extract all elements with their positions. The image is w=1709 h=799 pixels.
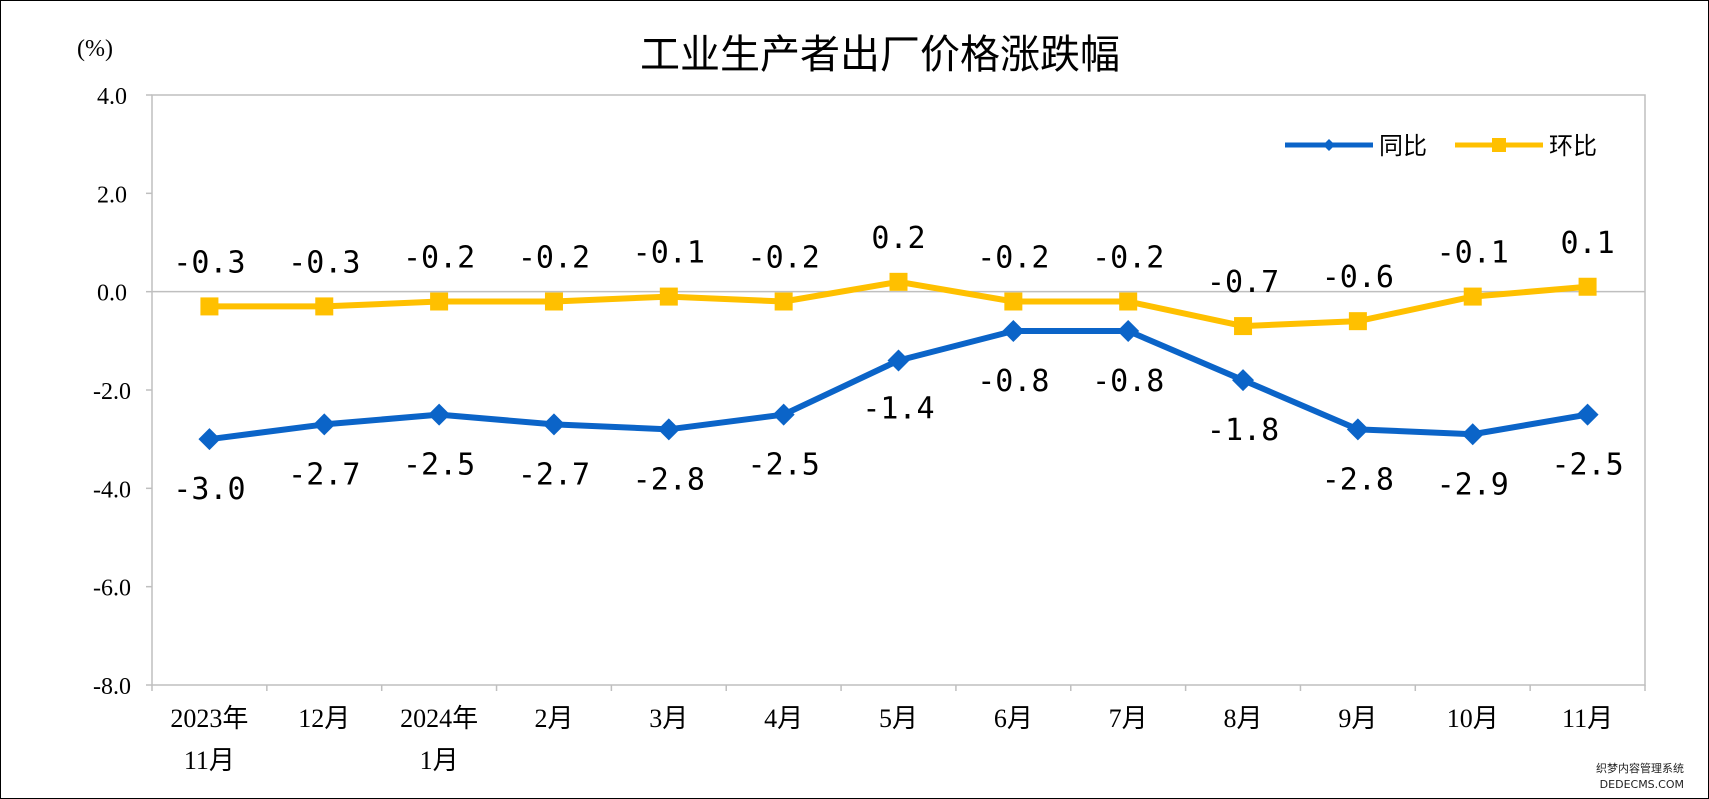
data-point-mom	[659, 287, 678, 306]
data-point-mom	[200, 297, 219, 316]
watermark: 织梦内容管理系统 DEDECMS.COM	[1596, 761, 1684, 791]
data-label-yoy: -1.8	[1207, 413, 1279, 448]
chart-title: 工业生产者出厂价格涨跌幅	[640, 32, 1120, 78]
x-tick-label: 10月	[1447, 704, 1499, 733]
y-unit-label: (%)	[77, 36, 113, 62]
x-tick-label-line: 2月	[534, 704, 573, 733]
x-tick-label: 6月	[994, 704, 1033, 733]
legend-label-mom: 环比	[1549, 132, 1597, 160]
x-tick-label-line: 5月	[879, 704, 918, 733]
x-tick-label-line: 6月	[994, 704, 1033, 733]
data-point-yoy	[1461, 423, 1484, 446]
data-point-mom	[430, 292, 449, 311]
data-label-yoy: -0.8	[977, 364, 1049, 399]
data-point-yoy	[772, 403, 795, 426]
data-label-yoy: -2.5	[1551, 448, 1623, 483]
x-tick-label: 2023年 11月	[170, 704, 248, 775]
data-label-mom: -0.3	[288, 245, 360, 280]
legend-marker-mom	[1492, 138, 1506, 152]
data-label-mom: -0.3	[173, 245, 245, 280]
y-tick-label: 4.0	[97, 84, 127, 110]
x-tick-label-line: 1月	[420, 746, 459, 775]
x-tick-label-line: 10月	[1447, 704, 1499, 733]
y-tick-label: -4.0	[93, 477, 131, 503]
data-point-mom	[889, 272, 908, 291]
data-label-yoy: -2.5	[403, 448, 475, 483]
data-label-mom: -0.2	[977, 241, 1049, 276]
data-point-yoy	[542, 413, 565, 436]
data-label-yoy: -2.7	[288, 457, 360, 492]
data-label-yoy: -1.4	[862, 392, 934, 427]
x-tick-label: 9月	[1338, 704, 1377, 733]
data-label-yoy: -2.7	[518, 457, 590, 492]
y-tick-label: -6.0	[93, 576, 131, 602]
data-point-yoy	[1232, 369, 1255, 392]
data-label-mom: -0.2	[518, 241, 590, 276]
x-tick-label-line: 7月	[1109, 704, 1148, 733]
data-point-mom	[1004, 292, 1023, 311]
data-point-mom	[1578, 277, 1597, 296]
data-label-yoy: -0.8	[1092, 364, 1164, 399]
watermark-line2: DEDECMS.COM	[1600, 778, 1684, 791]
x-tick-label: 4月	[764, 704, 803, 733]
data-point-mom	[1234, 317, 1253, 336]
data-point-mom	[1348, 312, 1367, 331]
x-tick-label: 7月	[1109, 704, 1148, 733]
x-tick-label-line: 8月	[1224, 704, 1263, 733]
x-tick-label-line: 9月	[1338, 704, 1377, 733]
y-tick-label: -2.0	[93, 379, 131, 405]
data-point-mom	[774, 292, 793, 311]
legend-marker-yoy	[1323, 139, 1335, 151]
data-label-yoy: -3.0	[173, 472, 245, 507]
data-point-yoy	[657, 418, 680, 441]
data-label-yoy: -2.9	[1437, 467, 1509, 502]
data-label-mom: -0.2	[403, 241, 475, 276]
x-tick-label: 2月	[534, 704, 573, 733]
data-point-yoy	[198, 428, 221, 451]
data-label-mom: -0.2	[748, 241, 820, 276]
data-point-mom	[315, 297, 334, 316]
x-tick-label: 5月	[879, 704, 918, 733]
watermark-line1: 织梦内容管理系统	[1596, 761, 1684, 775]
data-point-yoy	[428, 403, 451, 426]
data-label-mom: 0.1	[1560, 226, 1614, 261]
data-point-yoy	[1576, 403, 1599, 426]
data-point-yoy	[1117, 320, 1140, 342]
x-tick-label-line: 11月	[184, 746, 235, 775]
y-tick-label: 2.0	[97, 182, 127, 208]
x-tick-label-line: 3月	[649, 704, 688, 733]
data-label-mom: -0.1	[633, 236, 705, 271]
x-tick-label: 2024年 1月	[400, 704, 478, 775]
x-tick-label-line: 12月	[298, 704, 350, 733]
x-tick-label-line: 4月	[764, 704, 803, 733]
data-point-yoy	[887, 349, 910, 372]
x-tick-label: 3月	[649, 704, 688, 733]
data-label-mom: 0.2	[871, 221, 925, 256]
legend: 同比 环比	[1285, 132, 1597, 160]
data-point-yoy	[1346, 418, 1369, 441]
plot-area	[151, 94, 1646, 686]
legend-label-yoy: 同比	[1379, 132, 1427, 160]
x-tick-label-line: 11月	[1562, 704, 1613, 733]
data-label-yoy: -2.8	[633, 462, 705, 497]
data-label-mom: -0.1	[1437, 236, 1509, 271]
x-tick-label-line: 2023年	[170, 704, 248, 733]
data-label-yoy: -2.5	[748, 448, 820, 483]
data-label-mom: -0.2	[1092, 241, 1164, 276]
data-label-yoy: -2.8	[1322, 462, 1394, 497]
x-tick-label-line: 2024年	[400, 704, 478, 733]
data-point-mom	[544, 292, 563, 311]
y-tick-label: 0.0	[97, 281, 127, 307]
data-point-yoy	[1002, 320, 1025, 342]
data-point-mom	[1463, 287, 1482, 306]
y-tick-label: -8.0	[93, 674, 131, 700]
x-tick-label: 8月	[1224, 704, 1263, 733]
data-point-yoy	[313, 413, 336, 436]
data-label-mom: -0.7	[1207, 265, 1279, 300]
data-point-mom	[1119, 292, 1138, 311]
data-label-mom: -0.6	[1322, 260, 1394, 295]
x-tick-label: 12月	[298, 704, 350, 733]
x-tick-label: 11月	[1562, 704, 1613, 733]
